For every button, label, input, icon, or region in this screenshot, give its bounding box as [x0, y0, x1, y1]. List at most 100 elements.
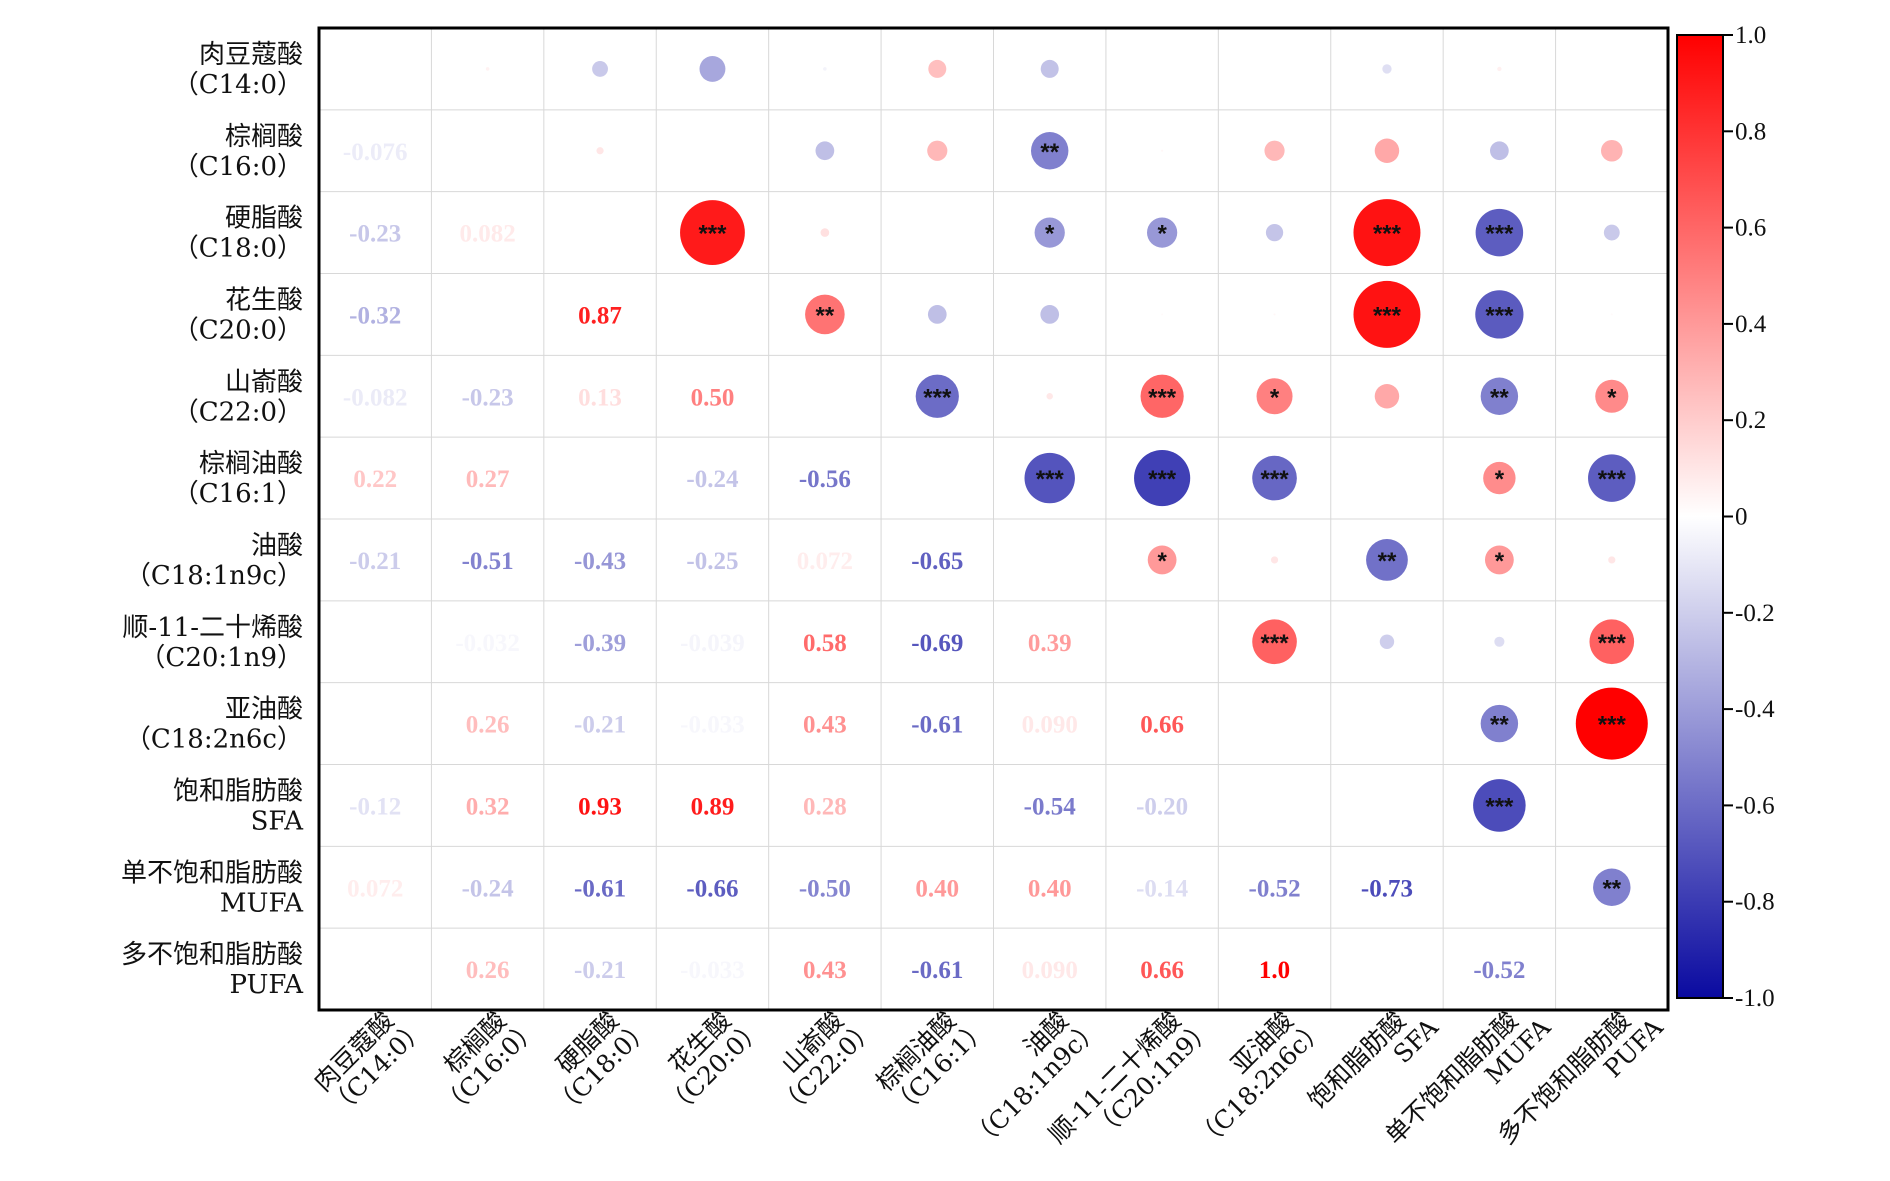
correlation-value: -0.21 — [574, 712, 626, 739]
correlation-value: -0.73 — [1361, 875, 1413, 902]
correlation-circle — [1040, 305, 1060, 324]
row-label: 花生酸 — [225, 285, 303, 315]
correlation-circle — [1030, 132, 1069, 170]
correlation-circle — [1040, 59, 1059, 78]
correlation-circle — [1588, 454, 1636, 502]
correlation-circle — [1147, 217, 1178, 248]
row-sublabel: （C20:1n9） — [139, 643, 303, 673]
row-label: 顺-11-二十烯酸 — [122, 613, 303, 643]
correlation-circle — [1589, 619, 1635, 665]
row-sublabel: （C18:1n9c） — [125, 561, 303, 591]
correlation-circle — [1473, 779, 1526, 832]
correlation-value: -0.65 — [911, 548, 963, 575]
row-label: 硬脂酸 — [225, 204, 303, 234]
significance-mark: *** — [1373, 221, 1402, 248]
correlation-value: 0.58 — [803, 630, 847, 657]
correlation-circle — [1610, 313, 1613, 316]
correlation-circle — [823, 67, 827, 71]
correlation-value: -0.14 — [1136, 875, 1189, 902]
correlation-circle — [1484, 545, 1514, 575]
correlation-circle — [1595, 379, 1629, 413]
row-sublabel: （C20:0） — [173, 315, 303, 345]
correlation-circle — [1264, 140, 1285, 161]
significance-mark: *** — [1261, 630, 1290, 657]
correlation-value: 0.40 — [915, 875, 959, 902]
correlation-circle — [1273, 313, 1276, 316]
correlation-value: -0.12 — [349, 793, 401, 820]
row-sublabel: （C16:0） — [173, 152, 303, 182]
row-label: 多不饱和脂肪酸 — [121, 940, 303, 970]
colorbar-tick-label: 0.6 — [1735, 215, 1766, 242]
correlation-value: -0.61 — [911, 957, 963, 984]
significance-mark: *** — [1261, 466, 1290, 493]
correlation-value: 0.28 — [803, 793, 847, 820]
correlation-value: 0.26 — [466, 712, 510, 739]
significance-mark: *** — [1598, 466, 1627, 493]
correlation-circle — [1161, 149, 1164, 152]
correlation-circle — [1497, 66, 1502, 72]
significance-mark: ** — [1490, 712, 1509, 739]
correlation-value: -0.23 — [349, 221, 401, 248]
correlation-circle — [1480, 377, 1519, 415]
correlation-circle — [1270, 556, 1279, 564]
column-labels: 肉豆蔻酸（C14:0） 棕榈酸（C16:0） 硬脂酸（C18:0） 花生酸（C20:0… — [308, 1006, 1669, 1155]
correlation-value: 0.40 — [1028, 875, 1072, 902]
correlation-circle — [1608, 556, 1616, 564]
colorbar-tick-label: -1.0 — [1735, 985, 1775, 1012]
correlation-circle — [1353, 199, 1421, 267]
row-label: 油酸 — [251, 531, 303, 561]
column-label-group: 棕榈酸（C16:0） — [435, 1006, 544, 1122]
significance-mark: *** — [698, 221, 727, 248]
row-sublabel: （C18:0） — [173, 234, 303, 264]
correlation-value: -0.66 — [686, 875, 738, 902]
correlation-value: -0.23 — [462, 384, 514, 411]
heatmap-grid — [317, 26, 1670, 1012]
colorbar-tick-label: -0.8 — [1735, 889, 1775, 916]
correlation-circle — [485, 67, 490, 71]
colorbar-tick-label: -0.4 — [1735, 696, 1775, 723]
correlation-circle — [596, 147, 604, 155]
column-label-group: 棕榈油酸（C16:1） — [870, 1006, 994, 1122]
colorbar-gradient — [1676, 34, 1724, 999]
correlation-value: -0.082 — [343, 384, 408, 411]
correlation-value: 0.43 — [803, 712, 847, 739]
correlation-circle — [1024, 452, 1075, 504]
correlation-circle — [1480, 704, 1519, 743]
row-sublabel: （C22:0） — [173, 397, 303, 427]
correlation-circle — [927, 140, 948, 161]
correlation-circle — [1379, 634, 1395, 649]
correlation-value: -0.52 — [1473, 957, 1525, 984]
significance-mark: *** — [1373, 302, 1402, 329]
correlation-circle — [1252, 455, 1297, 501]
significance-mark: ** — [1040, 139, 1059, 166]
column-label-group: 肉豆蔻酸（C14:0） — [308, 1006, 432, 1122]
correlation-circle — [1475, 208, 1524, 257]
colorbar-tick-label: -0.6 — [1735, 792, 1775, 819]
correlation-circle — [592, 60, 608, 77]
row-sublabel: （C14:0） — [173, 70, 303, 100]
correlation-value: 0.93 — [578, 793, 622, 820]
correlation-circle — [1046, 393, 1053, 400]
colorbar-tick-label: 1.0 — [1735, 22, 1766, 49]
correlation-circle — [915, 374, 959, 418]
significance-mark: * — [1495, 548, 1505, 575]
correlation-circle — [1134, 450, 1191, 507]
correlation-circle — [1252, 619, 1297, 665]
correlation-value: -0.20 — [1136, 793, 1188, 820]
correlation-value: -0.033 — [680, 957, 745, 984]
correlation-circle — [1034, 217, 1065, 248]
correlation-circle — [1147, 545, 1177, 575]
correlation-value: -0.56 — [799, 466, 851, 493]
plot-frame — [317, 26, 1670, 1012]
significance-mark: * — [1045, 221, 1055, 248]
row-sublabel: PUFA — [229, 970, 304, 1000]
colorbar-tick-label: 0.8 — [1735, 118, 1766, 145]
correlation-value: -0.25 — [686, 548, 738, 575]
correlation-value: -0.24 — [686, 466, 739, 493]
row-label: 棕榈油酸 — [199, 449, 303, 479]
row-labels: 肉豆蔻酸（C14:0） 棕榈酸（C16:0） 硬脂酸（C18:0） 花生酸（C20:0… — [121, 40, 304, 1000]
significance-mark: *** — [1036, 466, 1065, 493]
correlation-value: -0.033 — [680, 712, 745, 739]
correlation-circle — [820, 228, 830, 237]
